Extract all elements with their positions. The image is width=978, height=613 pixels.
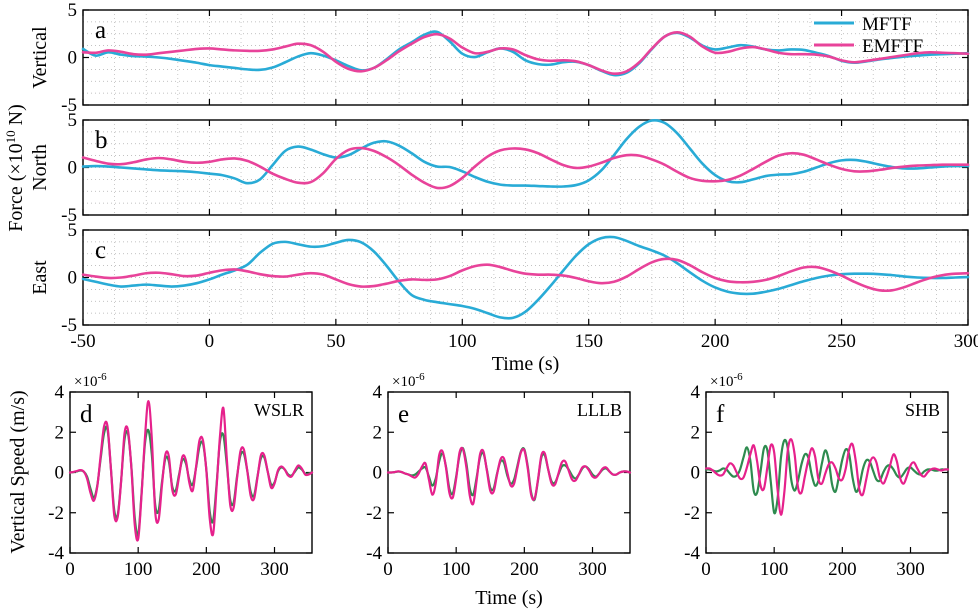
y-tick-label: 0	[691, 463, 701, 484]
x-tick-label: 200	[828, 559, 857, 580]
series-line-mftf	[81, 30, 970, 77]
y-tick-label: 0	[55, 463, 65, 484]
panel-letter-e: e	[398, 401, 409, 428]
y-tick-label: -5	[61, 315, 77, 336]
bottom-axis-labels: Vertical Speed (m/s) Time (s)	[7, 390, 543, 609]
y-tick-label: 2	[373, 422, 383, 443]
legend-label-mftf: MFTF	[862, 14, 912, 35]
y-tick-label: 5	[68, 220, 78, 241]
panel-a: a5 0 -5 Vertical	[29, 0, 970, 116]
series-line-emftf	[81, 31, 970, 75]
series-line-synthetic	[386, 446, 632, 506]
x-tick-label: 300	[896, 559, 925, 580]
y-tick-label: 0	[373, 463, 383, 484]
x-axis-label: Time (s)	[492, 353, 560, 375]
series-line-emftf	[81, 146, 970, 190]
x-tick-label: 200	[510, 559, 539, 580]
station-label-shb: SHB	[905, 400, 940, 420]
bottom-y-axis-label: Vertical Speed (m/s)	[7, 390, 29, 553]
panel-b: b5 0 -5 North	[29, 110, 970, 226]
y-tick-label: 0	[68, 268, 78, 289]
y-tick-label: 5	[68, 110, 78, 131]
force-y-axis-label: Force (×1010 N)	[3, 104, 27, 232]
y-tick-label: 4	[691, 382, 701, 403]
y-exponent-label: ×10-6	[710, 371, 743, 390]
top-x-axis: -50 0 50 100 150 200 250 300 Time (s)	[70, 331, 978, 375]
x-tick-label: 150	[574, 331, 603, 352]
x-tick-label: 300	[954, 331, 978, 352]
x-tick-label: 300	[578, 559, 607, 580]
series-line-synthetic	[68, 399, 314, 542]
y-tick-label: 4	[55, 382, 65, 403]
panel-side-label-a: Vertical	[29, 26, 51, 89]
x-tick-label: 0	[701, 559, 711, 580]
x-tick-label: 100	[124, 559, 153, 580]
x-tick-label: -50	[70, 331, 95, 352]
bottom-x-axis-label: Time (s)	[475, 587, 543, 609]
x-tick-label: 200	[192, 559, 221, 580]
x-tick-label: 100	[448, 331, 477, 352]
y-tick-label: 0	[68, 48, 78, 69]
x-tick-label: 100	[442, 559, 471, 580]
x-tick-label: 250	[827, 331, 856, 352]
x-tick-label: 50	[326, 331, 345, 352]
x-tick-label: 200	[701, 331, 730, 352]
y-tick-label: -5	[61, 205, 77, 226]
panel-letter-a: a	[95, 17, 106, 44]
panel-e: e LLLB 0 100 200 300 4 2 0 -2 -4 ×10-6	[366, 371, 632, 580]
panel-side-label-c: East	[29, 260, 51, 295]
panel-letter-f: f	[716, 401, 725, 428]
y-tick-label: 4	[373, 382, 383, 403]
y-tick-label: -2	[684, 503, 700, 524]
panel-letter-b: b	[95, 127, 108, 154]
y-tick-label: -4	[684, 543, 700, 564]
panel-f: f SHB 0 100 200 300 4 2 0 -2 -4 ×10-6	[684, 371, 950, 580]
series-line-observed	[386, 446, 632, 502]
y-tick-label: -4	[366, 543, 382, 564]
x-tick-label: 0	[65, 559, 75, 580]
station-label-wslr: WSLR	[254, 400, 304, 420]
legend-label-emftf: EMFTF	[862, 36, 923, 57]
panel-side-label-b: North	[29, 144, 51, 191]
x-tick-label: 0	[383, 559, 393, 580]
x-tick-label: 300	[260, 559, 289, 580]
y-tick-label: -2	[366, 503, 382, 524]
panel-c: c5 0 -5 East	[29, 220, 970, 336]
series-line-mftf	[81, 118, 970, 188]
y-tick-label: 0	[68, 158, 78, 179]
panel-d: d WSLR 0 100 200 300 4 2 0 -2 -4 ×10-6	[48, 371, 314, 580]
y-tick-label: -2	[48, 503, 64, 524]
panel-letter-d: d	[80, 401, 93, 428]
station-label-lllb: LLLB	[577, 400, 622, 420]
series-line-observed	[704, 438, 950, 515]
y-axis-label: Force (×1010 N)	[3, 104, 27, 232]
series-line-mftf	[81, 235, 970, 320]
series-line-synthetic	[704, 438, 950, 516]
y-tick-label: -5	[61, 95, 77, 116]
y-tick-label: 5	[68, 0, 78, 21]
y-exponent-label: ×10-6	[74, 371, 107, 390]
y-tick-label: -4	[48, 543, 64, 564]
series-line-emftf	[81, 257, 970, 293]
x-tick-label: 0	[205, 331, 215, 352]
panel-letter-c: c	[95, 237, 106, 264]
x-tick-label: 100	[760, 559, 789, 580]
y-tick-label: 2	[691, 422, 701, 443]
y-tick-label: 2	[55, 422, 65, 443]
y-exponent-label: ×10-6	[392, 371, 425, 390]
